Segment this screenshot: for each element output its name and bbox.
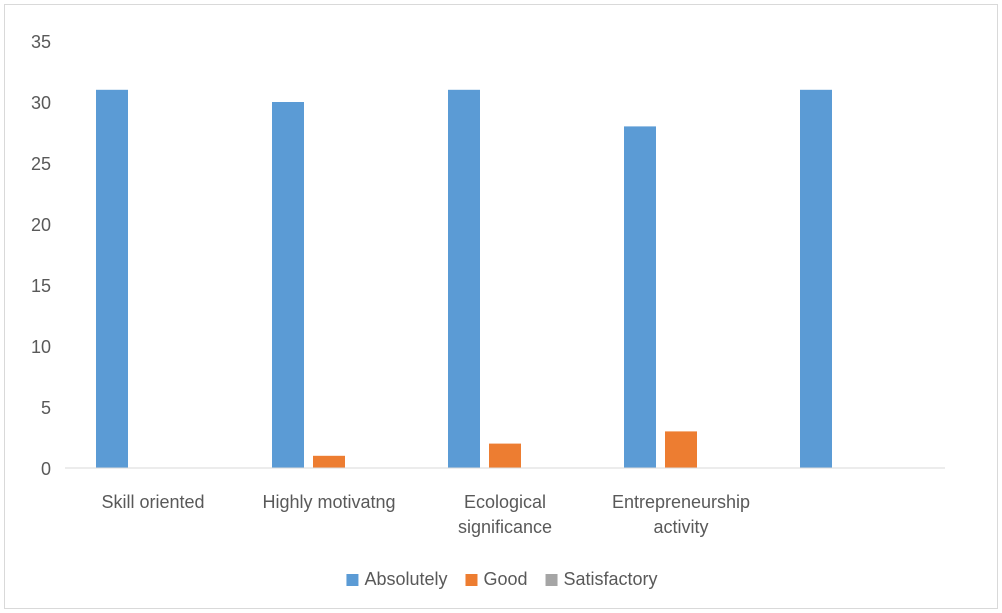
chart-area: 0 5 10 15 20 25 30 35 Skill oriented Highly moti…: [4, 4, 998, 609]
x-axis-tick-labels: Skill oriented Highly motivatng Ecological…: [101, 492, 750, 537]
bar-good-4: [665, 431, 697, 468]
y-tick-label-30: 30: [31, 93, 51, 113]
y-axis-tick-labels: 0 5 10 15 20 25 30 35: [31, 32, 51, 479]
bar-absolutely-2: [272, 102, 304, 468]
bars: [96, 89, 832, 469]
legend-label-absolutely: Absolutely: [364, 569, 447, 589]
x-tick-label-3: Ecological significance: [458, 492, 552, 537]
y-tick-label-15: 15: [31, 276, 51, 296]
y-tick-label-35: 35: [31, 32, 51, 52]
y-tick-label-0: 0: [41, 459, 51, 479]
legend-swatch-satisfactory: [545, 574, 558, 586]
bar-absolutely-1: [96, 89, 128, 469]
legend-label-satisfactory: Satisfactory: [564, 569, 658, 589]
legend-swatch-absolutely: [346, 574, 359, 586]
y-tick-label-20: 20: [31, 215, 51, 235]
bar-good-2: [313, 455, 345, 468]
y-tick-label-25: 25: [31, 154, 51, 174]
bar-good-3: [489, 443, 521, 468]
y-tick-label-5: 5: [41, 398, 51, 418]
bar-chart: 0 5 10 15 20 25 30 35 Skill oriented Highly moti…: [31, 32, 945, 589]
x-tick-label-4: Entrepreneurship activity: [612, 492, 750, 537]
legend-swatch-good: [465, 574, 478, 586]
bar-absolutely-4: [624, 126, 656, 469]
legend-label-good: Good: [483, 569, 527, 589]
x-tick-label-1: Skill oriented: [101, 492, 204, 512]
bar-absolutely-3: [448, 89, 480, 469]
x-tick-label-2: Highly motivatng: [262, 492, 395, 512]
y-tick-label-10: 10: [31, 337, 51, 357]
bar-absolutely-5: [800, 89, 832, 469]
legend-item-good: Good: [465, 569, 528, 589]
legend-item-satisfactory: Satisfactory: [545, 569, 658, 589]
legend-item-absolutely: Absolutely: [346, 569, 448, 589]
legend: Absolutely Good Satisfactory: [346, 569, 658, 589]
